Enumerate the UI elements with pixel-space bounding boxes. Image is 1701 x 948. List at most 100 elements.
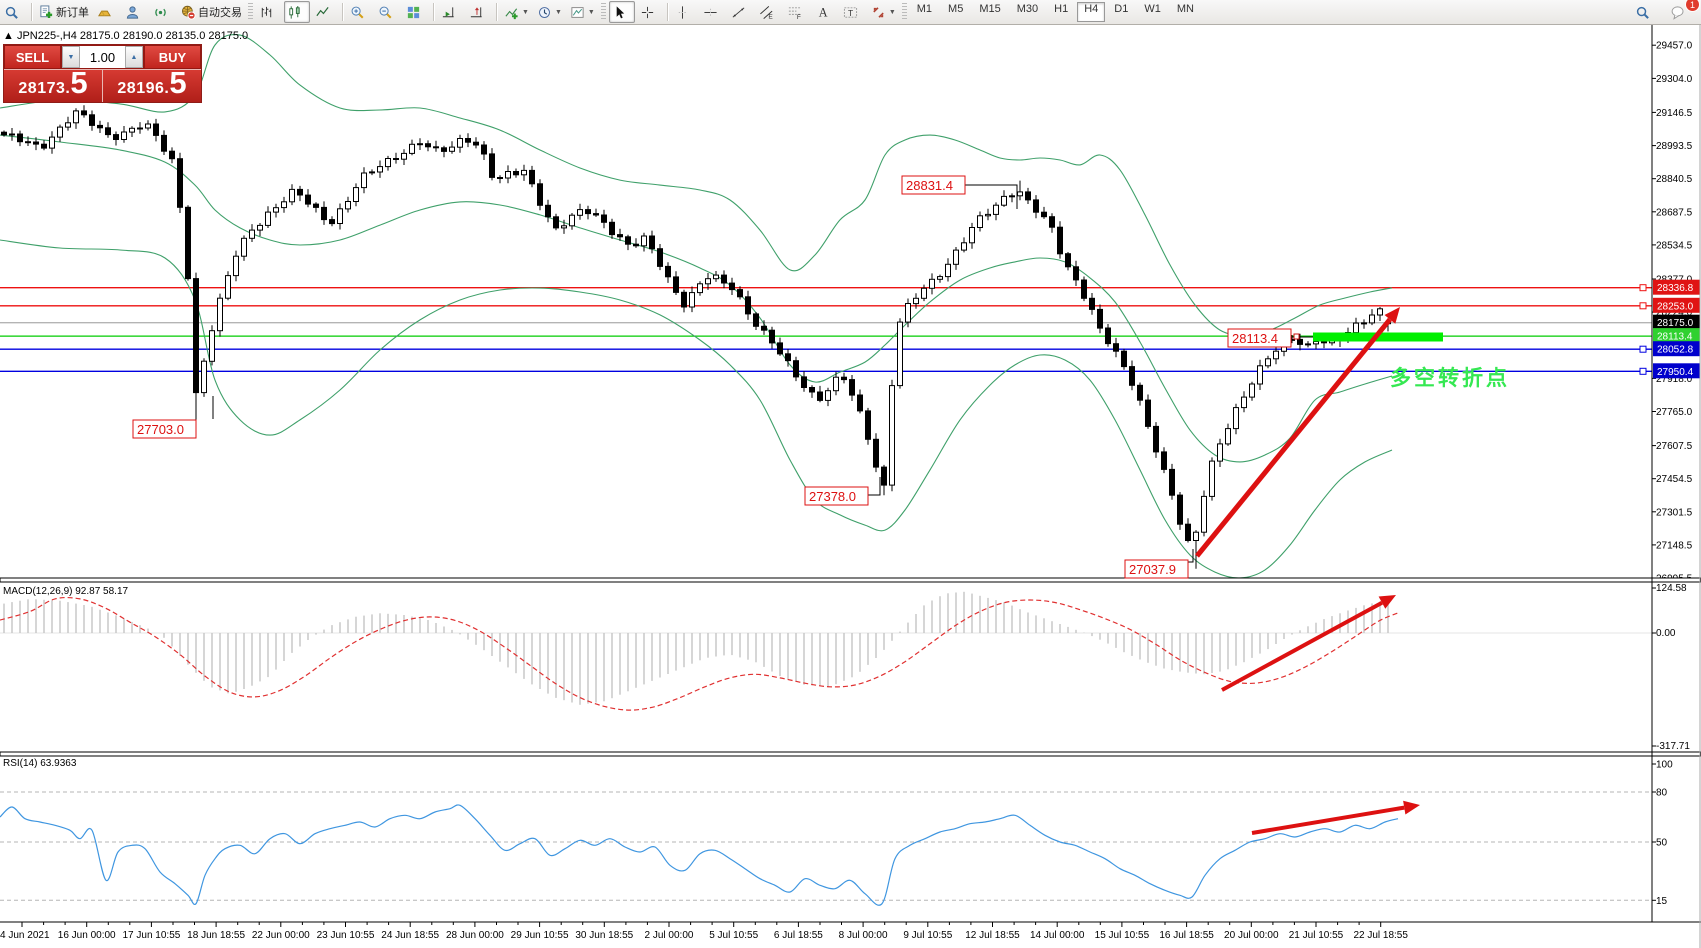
trend-arrow[interactable] [1195,317,1392,558]
timeframe-d1-button[interactable]: D1 [1114,3,1129,15]
templates-button[interactable]: ▼ [567,1,598,23]
line-chart-icon [316,6,329,16]
signals-button[interactable] [150,1,176,23]
candle-mode-button[interactable] [284,1,310,23]
hline-icon [704,8,717,16]
indicators-button[interactable]: ▼ [501,1,532,23]
zoom-in-button[interactable] [347,1,373,23]
svg-text:15: 15 [1656,896,1668,907]
gold-bar-button[interactable] [94,1,120,23]
cursor-button[interactable] [608,1,635,23]
timeframe-h4-button[interactable]: H4 [1077,2,1106,22]
trend-arrow[interactable] [1251,805,1405,835]
level-marker[interactable] [1639,367,1647,375]
fibonacci-button[interactable]: F [784,1,810,23]
volume-input[interactable]: 1.00 [89,49,116,65]
auto-scroll-button[interactable] [438,1,464,23]
svg-text:27301.5: 27301.5 [1656,507,1693,518]
horizontal-line-button[interactable] [700,1,726,23]
time-axis-label: 14 Jul 00:00 [1030,930,1085,941]
trend-arrows[interactable] [1195,307,1420,835]
time-axis: 14 Jun 2021 16 Jun 00:00 17 Jun 10:55 18 Ju… [0,921,1701,941]
price-tag-annotations[interactable]: 28831.4 27703.0 27378.0 27037.9 28113.4 [132,175,1313,579]
svg-text:28052.8: 28052.8 [1657,345,1694,356]
svg-text:27607.5: 27607.5 [1656,441,1693,452]
macd-label: MACD(12,26,9) 92.87 58.17 [3,586,129,597]
timeframe-w1-button[interactable]: W1 [1144,3,1161,15]
bar-chart-mode-button[interactable] [256,1,282,23]
chart-shift-button[interactable] [466,1,492,23]
timeframe-m5-button[interactable]: M5 [948,3,964,15]
main-toolbar: 新订单 自动交易 ▼ ▼ ▼ E F A T ▼ M1 M5 M15 M30 H1 H4 D1 W1 MN 1 [0,0,1701,25]
sell-button[interactable]: SELL [4,45,61,69]
trendline-button[interactable] [728,1,754,23]
toolbar-grip[interactable] [901,3,907,21]
equidistant-channel-button[interactable]: E [756,1,782,23]
buy-price-big-digit: 5 [169,65,187,100]
bar-chart-icon [261,6,272,17]
time-axis-label: 28 Jun 00:00 [446,930,504,941]
volume-up-button[interactable]: ▲ [125,46,143,68]
price-tag-box[interactable] [901,175,966,195]
svg-text:27918.0: 27918.0 [1656,374,1693,385]
crosshair-button[interactable] [637,1,663,23]
timeframe-m1-button[interactable]: M1 [916,3,933,15]
chart-symbol-ohlc-line: ▲ JPN225-,H4 28175.0 28190.0 28135.0 281… [3,30,248,42]
search-button[interactable] [1632,1,1658,23]
price-tag-box[interactable] [1124,559,1189,579]
price-tag-box[interactable] [132,419,197,439]
turning-point-note[interactable]: 多空转折点 [1390,366,1510,390]
timeframe-m15-button[interactable]: M15 [979,3,1001,15]
volume-down-button[interactable]: ▼ [62,46,80,68]
search-partial-button[interactable] [1,1,27,23]
timeframe-h1-button[interactable]: H1 [1054,3,1069,15]
svg-text:50: 50 [1656,838,1668,849]
line-mode-button[interactable] [312,1,338,23]
profile-button[interactable] [122,1,148,23]
text-label-button[interactable]: T [840,1,866,23]
person-icon [126,5,139,19]
notifications-button[interactable]: 1 [1668,0,1700,23]
toolbar-separator [31,3,32,21]
horizontal-level-lines[interactable] [0,284,1652,375]
svg-text:28224.0: 28224.0 [1656,308,1693,319]
rsi-line [0,804,1399,906]
vertical-line-button[interactable] [672,1,698,23]
svg-text:100: 100 [1656,760,1673,771]
buy-price[interactable]: 28196. 5 [103,65,201,102]
price-tag-box[interactable] [1227,328,1292,348]
text-button[interactable]: A [812,1,838,23]
chevron-down-icon: ▼ [587,8,595,16]
tile-icon [407,6,420,18]
arrows-style-button[interactable]: ▼ [868,1,899,23]
autotrading-button[interactable]: 自动交易 [178,1,245,23]
time-axis-label: 22 Jul 18:55 [1353,930,1408,941]
level-marker[interactable] [1639,302,1647,310]
time-axis-label: 5 Jul 10:55 [709,930,758,941]
timeframe-mn-button[interactable]: MN [1176,3,1194,15]
price-tag-box[interactable] [804,486,869,506]
time-axis-label: 24 Jun 18:55 [381,930,439,941]
zoom-out-button[interactable] [375,1,401,23]
sell-price[interactable]: 28173. 5 [4,67,103,102]
tile-windows-button[interactable] [403,1,429,23]
zoom-out-icon [379,6,392,18]
buy-button[interactable]: BUY [144,45,201,69]
periods-button[interactable]: ▼ [534,1,565,23]
time-axis-label: 16 Jul 18:55 [1159,930,1214,941]
svg-text:28113.4: 28113.4 [1657,332,1693,343]
panel-separators[interactable] [0,577,1701,757]
trend-arrow[interactable] [1221,600,1383,692]
toolbar-grip[interactable] [600,3,606,21]
new-order-button[interactable]: 新订单 [36,1,92,23]
trend-arrow-head [1403,800,1420,815]
cursor-icon [616,5,624,18]
time-axis-label: 29 Jun 10:55 [511,930,569,941]
toolbar-grip[interactable] [248,3,253,21]
svg-text:T: T [848,7,853,17]
timeframe-m30-button[interactable]: M30 [1016,3,1039,15]
price-tag-text: 27037.9 [1129,562,1176,577]
level-marker[interactable] [1639,345,1647,353]
level-marker[interactable] [1639,284,1647,292]
